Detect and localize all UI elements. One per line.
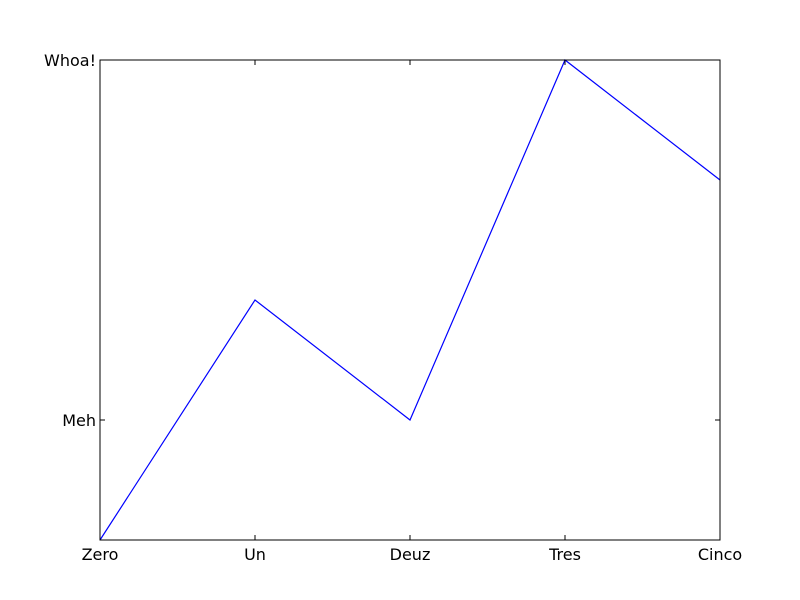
x-tick-label-4: Cinco [698, 545, 742, 564]
x-tick-label-0: Zero [82, 545, 119, 564]
y-tick-label-1: Whoa! [44, 51, 96, 70]
y-tick-label-0: Meh [62, 411, 96, 430]
x-tick-label-2: Deuz [390, 545, 431, 564]
x-tick-label-3: Tres [548, 545, 581, 564]
series-line-0 [99, 59, 721, 541]
x-tick-label-1: Un [244, 545, 266, 564]
plot-area: Zero Un Deuz Tres Cinco Meh Whoa! [44, 51, 742, 564]
